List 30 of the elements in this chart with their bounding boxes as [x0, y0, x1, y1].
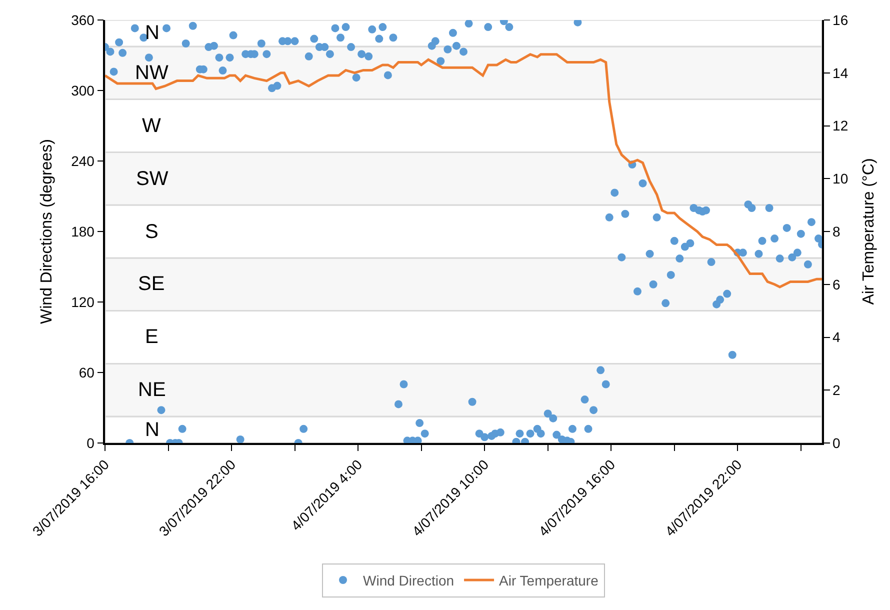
y-tick-label: 120 [71, 294, 95, 310]
y2-tick-label: 0 [832, 434, 841, 451]
line-series [105, 53, 822, 288]
band-label: W [142, 115, 161, 137]
y2-tick-label: 4 [832, 329, 841, 346]
band-label: N [145, 419, 160, 441]
y2-axis-title: Air Temperature (°C) [860, 158, 878, 305]
y-axis-title: Wind Directions (degrees) [38, 139, 56, 324]
y-tick-label: 0 [86, 434, 95, 451]
y-tick-label: 360 [71, 12, 95, 28]
y2-tick-label: 14 [832, 64, 848, 81]
legend-label: Air Temperature [499, 572, 599, 588]
y2-tick-label: 12 [832, 118, 848, 134]
band-label: SE [138, 273, 165, 295]
band-label: NW [135, 62, 168, 84]
band-label: S [145, 221, 158, 243]
band-label: SW [136, 168, 168, 190]
band-label: NE [138, 379, 166, 401]
y2-tick-label: 10 [832, 170, 848, 187]
y-tick-label: 300 [71, 82, 95, 98]
y-tick-label: 240 [71, 152, 95, 169]
legend-label: Wind Direction [363, 572, 454, 588]
y-tick-label: 60 [78, 364, 95, 380]
y2-tick-label: 2 [832, 382, 841, 398]
band-label: E [145, 326, 158, 348]
y2-tick-label: 16 [832, 12, 848, 28]
y2-tick-label: 6 [832, 276, 841, 292]
y2-tick-label: 8 [832, 223, 841, 240]
y-tick-label: 180 [71, 223, 95, 240]
band-label: N [145, 22, 160, 44]
